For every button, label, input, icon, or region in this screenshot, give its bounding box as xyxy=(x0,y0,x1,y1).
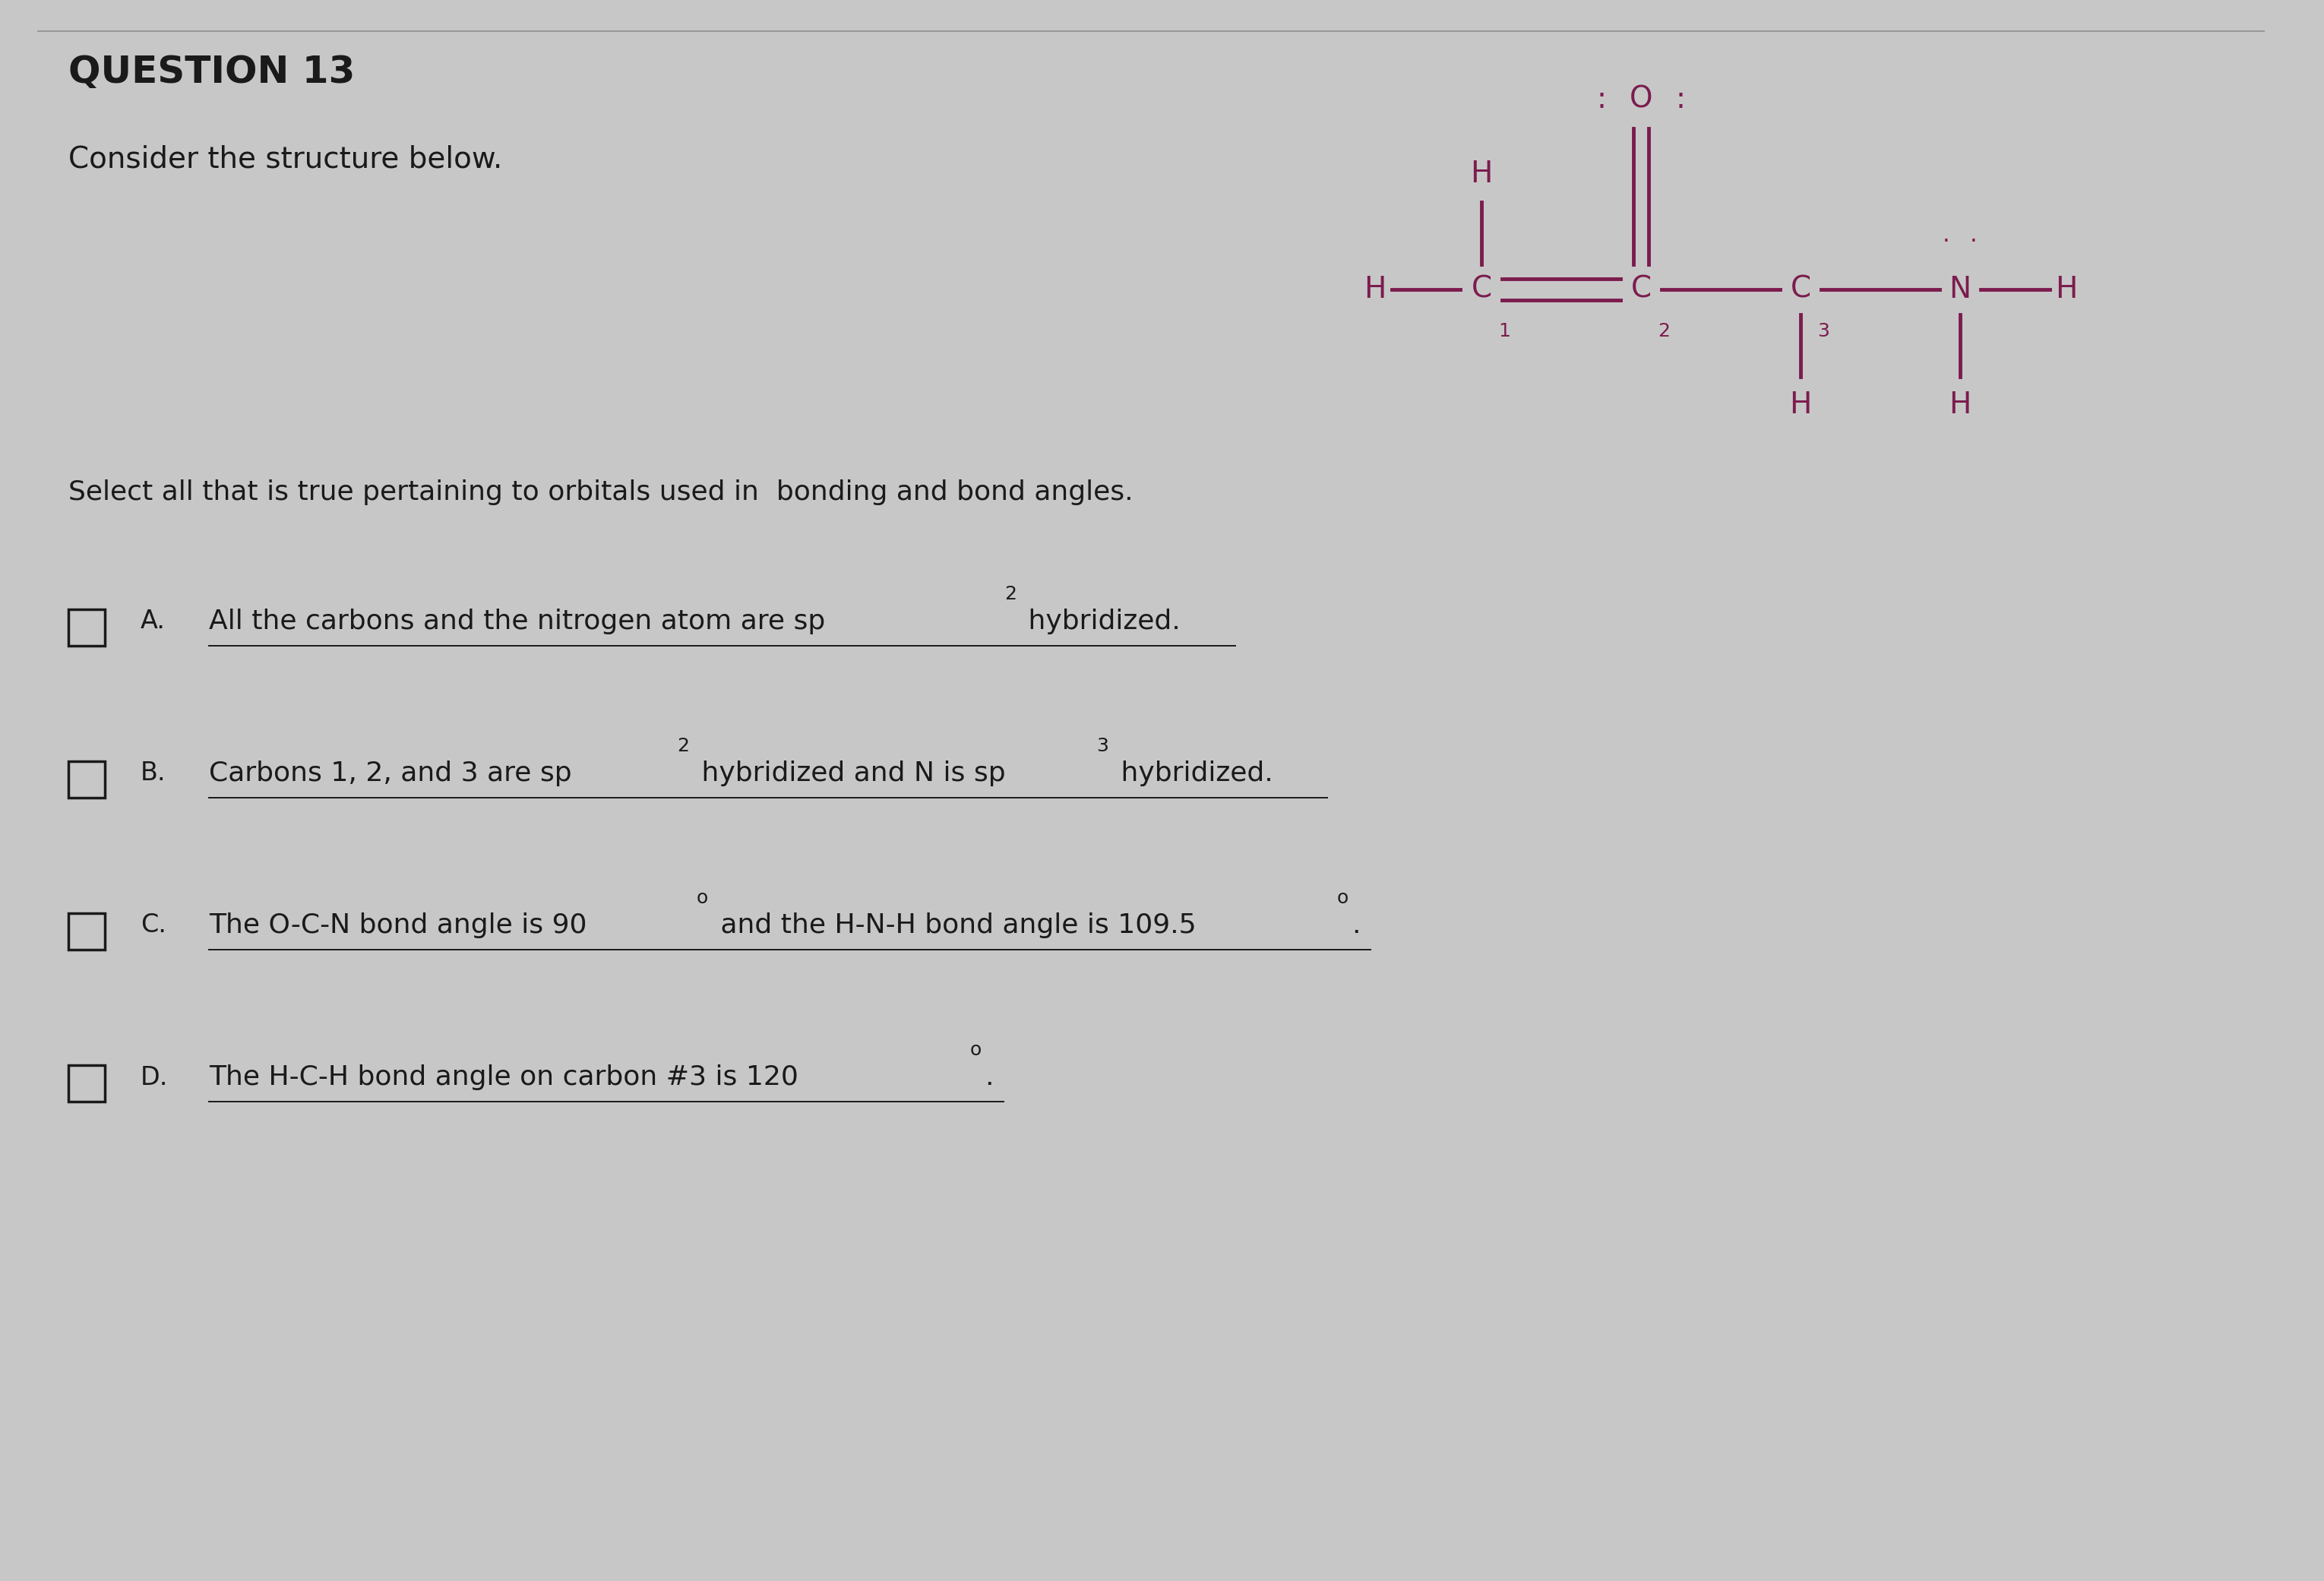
Text: 3: 3 xyxy=(1817,323,1829,340)
Text: hybridized.: hybridized. xyxy=(1111,760,1274,786)
Bar xyxy=(67,914,105,950)
Text: QUESTION 13: QUESTION 13 xyxy=(67,54,356,90)
Text: D.: D. xyxy=(139,1064,167,1089)
Text: and the H-N-H bond angle is 109.5: and the H-N-H bond angle is 109.5 xyxy=(711,912,1197,938)
Bar xyxy=(67,760,105,798)
Text: C: C xyxy=(1789,275,1810,304)
Text: C: C xyxy=(1631,275,1652,304)
Text: All the carbons and the nitrogen atom are sp: All the carbons and the nitrogen atom ar… xyxy=(209,609,825,634)
Text: The O-C-N bond angle is 90: The O-C-N bond angle is 90 xyxy=(209,912,588,938)
Text: 2: 2 xyxy=(1657,323,1671,340)
Text: :: : xyxy=(1597,85,1606,114)
Text: H: H xyxy=(1471,160,1492,188)
Text: o: o xyxy=(969,1040,981,1059)
Text: o: o xyxy=(1336,889,1348,907)
Text: C.: C. xyxy=(139,912,167,938)
Text: H: H xyxy=(1364,275,1385,304)
Text: N: N xyxy=(1950,275,1971,304)
Text: o: o xyxy=(697,889,709,907)
Text: Select all that is true pertaining to orbitals used in  bonding and bond angles.: Select all that is true pertaining to or… xyxy=(67,479,1134,506)
Text: The H-C-H bond angle on carbon #3 is 120: The H-C-H bond angle on carbon #3 is 120 xyxy=(209,1064,799,1091)
Text: 2: 2 xyxy=(1004,585,1016,604)
Text: H: H xyxy=(1789,391,1813,419)
Text: 2: 2 xyxy=(676,737,690,756)
Text: 1: 1 xyxy=(1499,323,1511,340)
Text: C: C xyxy=(1471,275,1492,304)
Text: Carbons 1, 2, and 3 are sp: Carbons 1, 2, and 3 are sp xyxy=(209,760,572,786)
Text: H: H xyxy=(2054,275,2078,304)
Text: H: H xyxy=(1950,391,1971,419)
Text: ·: · xyxy=(1943,231,1950,253)
Text: Consider the structure below.: Consider the structure below. xyxy=(67,145,502,174)
Text: O: O xyxy=(1629,85,1652,114)
Text: 3: 3 xyxy=(1097,737,1109,756)
Bar xyxy=(67,609,105,645)
Text: ·: · xyxy=(1971,231,1978,253)
Text: B.: B. xyxy=(139,760,165,786)
Text: hybridized and N is sp: hybridized and N is sp xyxy=(693,760,1006,786)
Text: .: . xyxy=(985,1064,992,1091)
Text: :: : xyxy=(1676,85,1685,114)
Text: .: . xyxy=(1353,912,1360,938)
Text: A.: A. xyxy=(139,609,165,634)
Bar xyxy=(67,1066,105,1102)
Text: hybridized.: hybridized. xyxy=(1020,609,1181,634)
